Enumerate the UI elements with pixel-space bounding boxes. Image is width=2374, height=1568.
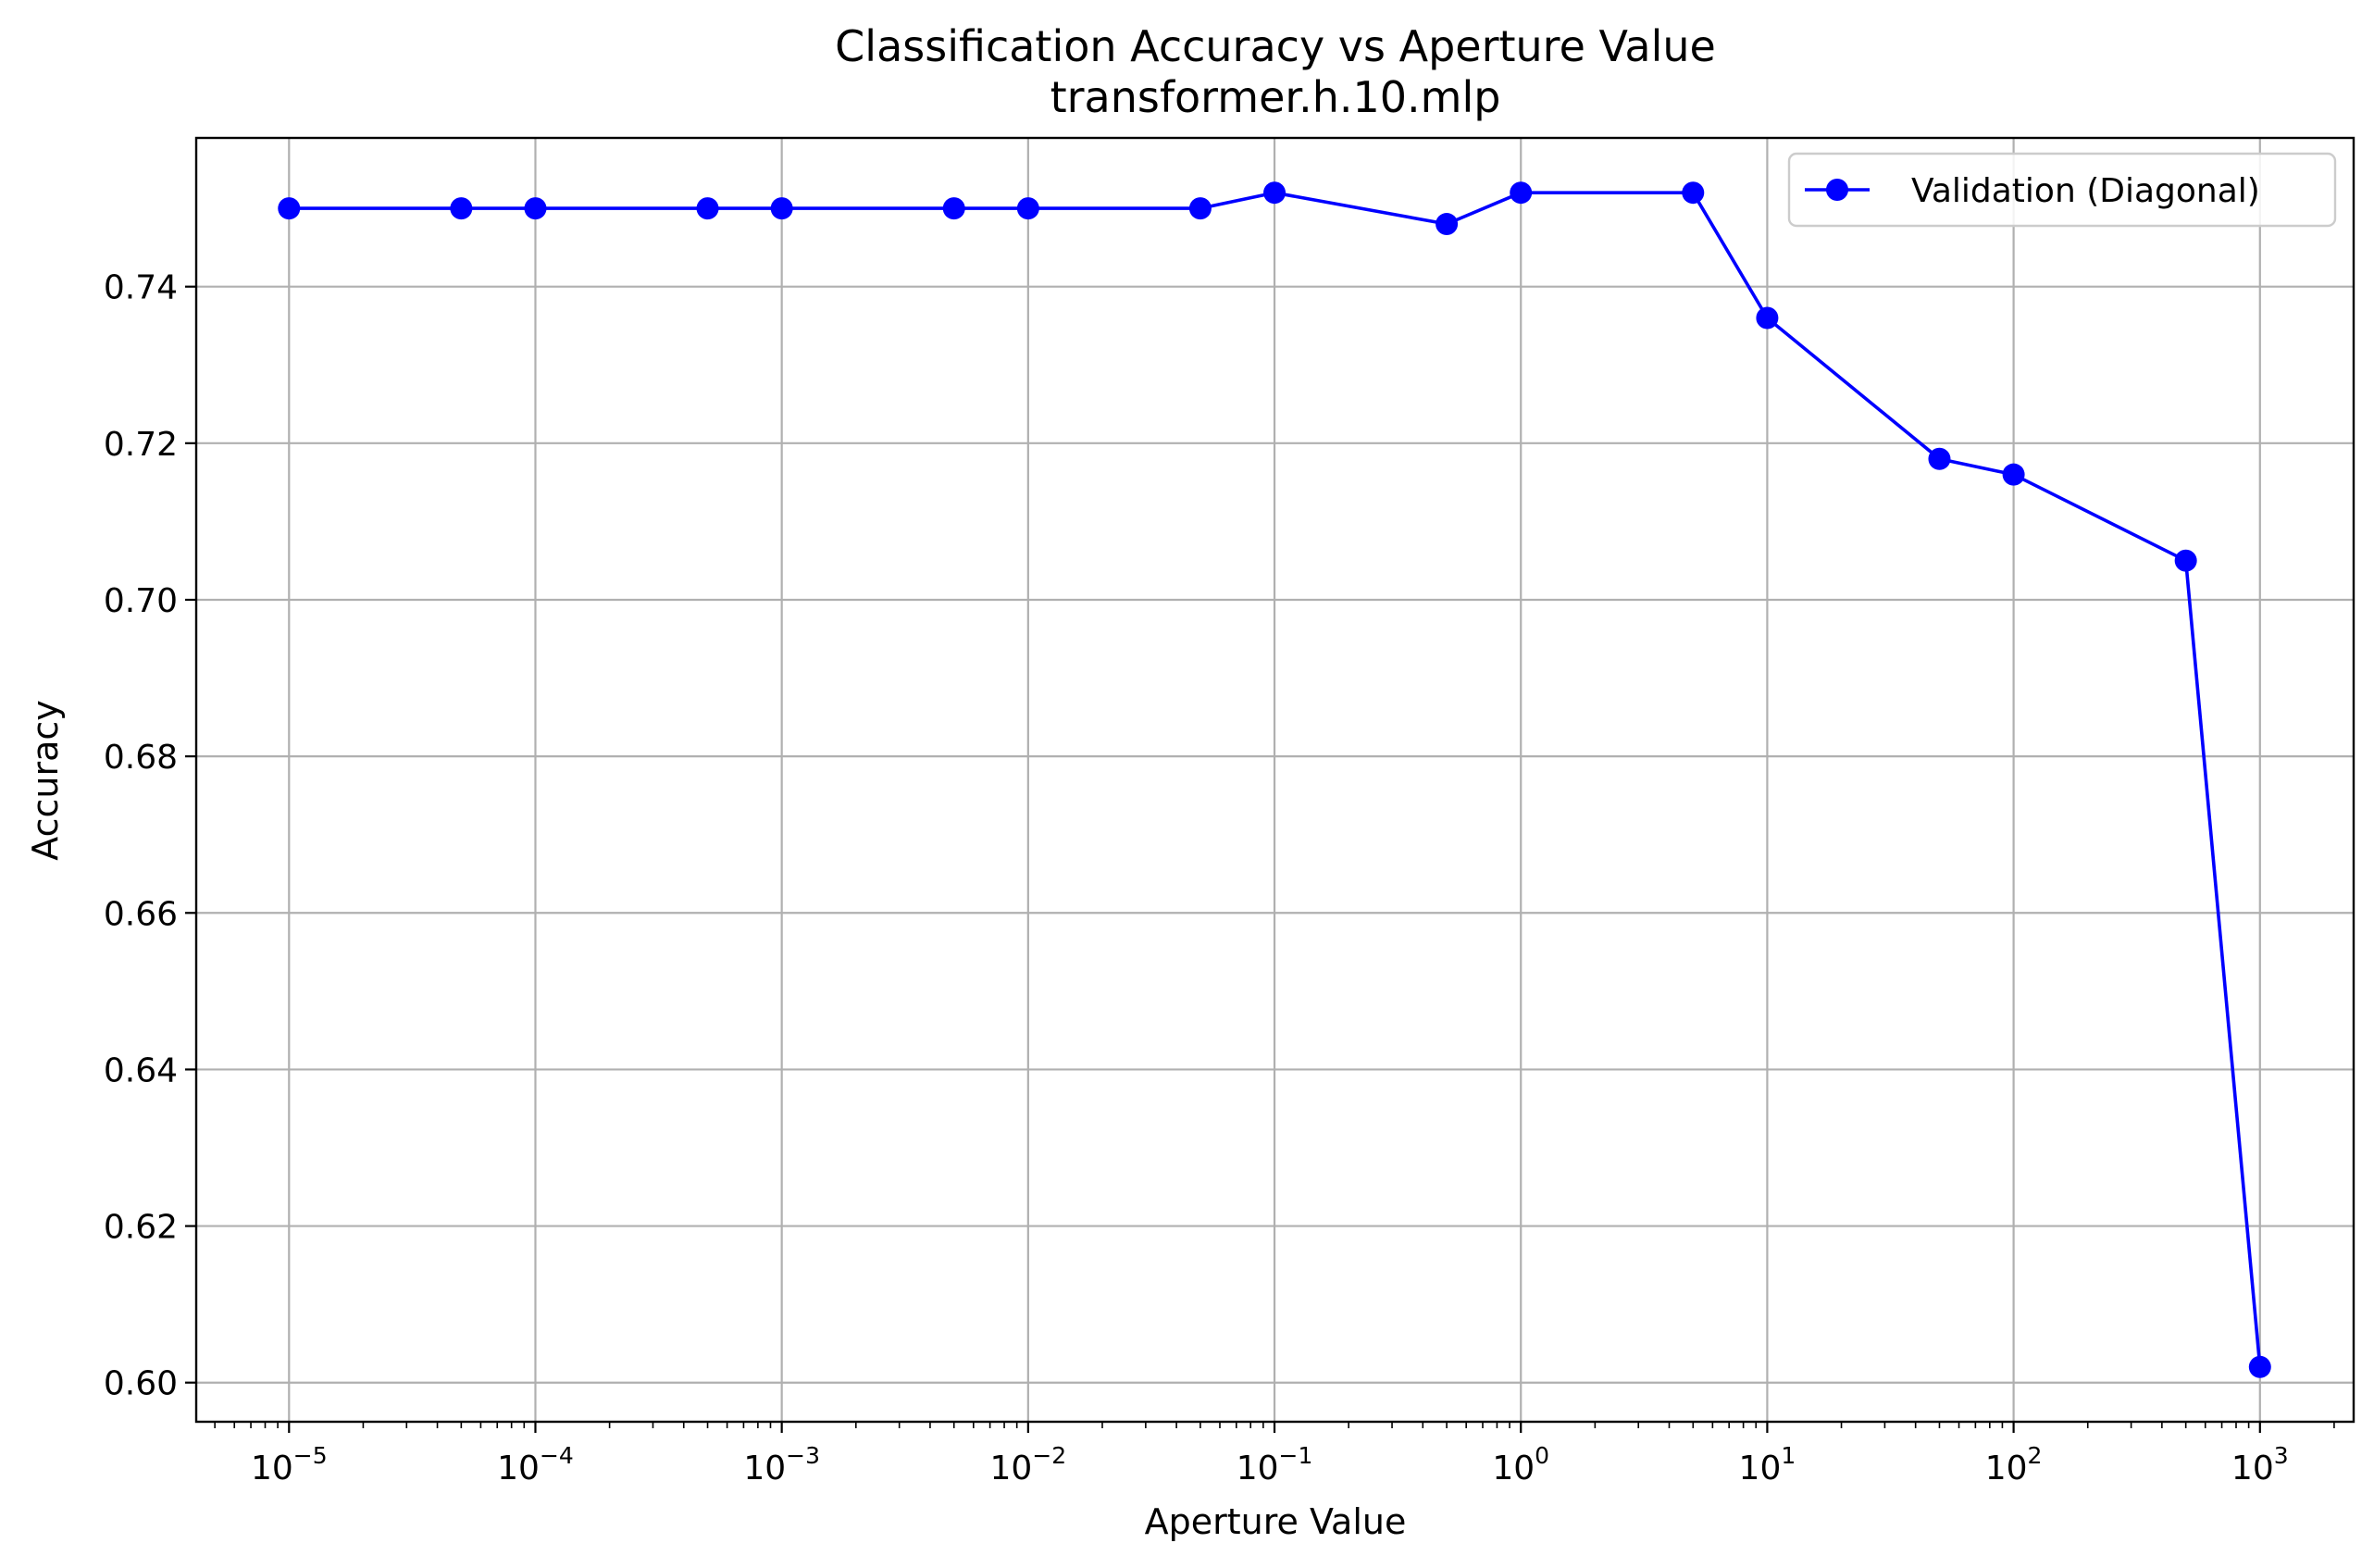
x-tick-base: 10: [497, 1450, 540, 1487]
y-tick-label: 0.70: [104, 582, 178, 620]
x-tick-base: 10: [990, 1450, 1033, 1487]
x-tick-label: 10−3: [743, 1442, 820, 1487]
data-point: [1756, 306, 1779, 330]
x-tick-base: 10: [1492, 1450, 1535, 1487]
data-point: [942, 197, 965, 220]
y-tick-label: 0.66: [104, 895, 178, 933]
series-layer: [278, 181, 2271, 1378]
data-point: [1928, 447, 1951, 470]
data-point: [1436, 213, 1459, 236]
x-tick-label: 10−1: [1237, 1442, 1313, 1487]
data-point: [696, 197, 719, 220]
x-tick-exponent: 3: [2274, 1442, 2289, 1469]
x-axis-label: Aperture Value: [1145, 1501, 1407, 1542]
x-tick-exponent: −2: [1032, 1442, 1066, 1469]
data-point: [770, 197, 793, 220]
chart-title: Classification Accuracy vs Aperture Valu…: [835, 21, 1716, 71]
x-tick-base: 10: [1237, 1450, 1279, 1487]
y-tick-label: 0.64: [104, 1052, 178, 1089]
x-tick-label: 103: [2231, 1442, 2289, 1487]
data-point: [2174, 549, 2197, 572]
legend-marker-sample: [1826, 179, 1848, 201]
x-tick-base: 10: [1739, 1450, 1782, 1487]
legend-label: Validation (Diagonal): [1911, 172, 2260, 210]
data-point: [1263, 181, 1286, 205]
x-tick-label: 10−4: [497, 1442, 574, 1487]
data-point: [1188, 197, 1212, 220]
data-point: [2248, 1355, 2271, 1378]
plot-frame: [194, 136, 2355, 1424]
y-axis-label: Accuracy: [25, 700, 66, 861]
y-axis-ticks: 0.60 0.62 0.64 0.66 0.68 0.70 0.72 0.74: [104, 269, 196, 1403]
x-tick-label: 102: [1985, 1442, 2043, 1487]
x-tick-base: 10: [251, 1450, 293, 1487]
y-tick-label: 0.60: [104, 1365, 178, 1403]
x-tick-exponent: 0: [1535, 1442, 1549, 1469]
x-tick-exponent: 2: [2028, 1442, 2043, 1469]
x-tick-base: 10: [1985, 1450, 2028, 1487]
legend: Validation (Diagonal): [1787, 152, 2337, 228]
x-tick-label: 10−5: [251, 1442, 328, 1487]
data-point: [450, 197, 473, 220]
x-tick-exponent: −5: [293, 1442, 328, 1469]
chart-subtitle: transformer.h.10.mlp: [1050, 72, 1501, 122]
x-tick-base: 10: [2231, 1450, 2274, 1487]
data-point: [1682, 181, 1705, 205]
data-point: [1510, 181, 1533, 205]
x-tick-base: 10: [743, 1450, 786, 1487]
x-tick-exponent: −1: [1279, 1442, 1313, 1469]
y-tick-label: 0.68: [104, 739, 178, 777]
grid-layer: [196, 138, 2354, 1422]
x-tick-label: 10−2: [990, 1442, 1067, 1487]
x-tick-label: 101: [1739, 1442, 1796, 1487]
x-tick-exponent: −3: [786, 1442, 820, 1469]
x-tick-label: 100: [1492, 1442, 1549, 1487]
data-point: [278, 197, 301, 220]
legend-box: [1787, 152, 2337, 228]
x-tick-exponent: 1: [1781, 1442, 1796, 1469]
data-point: [1016, 197, 1039, 220]
y-tick-label: 0.72: [104, 426, 178, 464]
data-point: [2002, 463, 2025, 486]
y-tick-label: 0.62: [104, 1209, 178, 1247]
data-point: [524, 197, 547, 220]
y-tick-label: 0.74: [104, 269, 178, 307]
x-tick-exponent: −4: [540, 1442, 574, 1469]
